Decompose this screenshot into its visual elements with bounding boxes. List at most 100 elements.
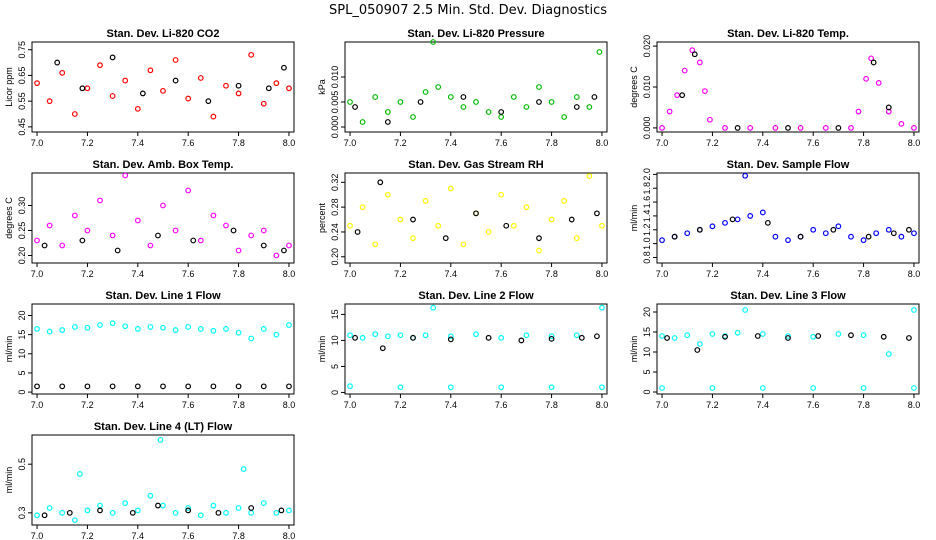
x-tick-label: 7.2: [706, 269, 719, 279]
data-point: [485, 229, 492, 235]
x-tick-label: 7.0: [656, 269, 669, 279]
data-point: [359, 204, 366, 211]
data-point: [911, 230, 917, 237]
data-point: [855, 108, 862, 115]
data-point: [596, 49, 603, 55]
data-point: [578, 334, 585, 341]
data-point: [109, 509, 116, 516]
data-point: [410, 235, 416, 242]
series-0: [34, 51, 292, 120]
series-0: [34, 436, 292, 524]
data-point: [260, 227, 267, 234]
y-tick-label: 1.2: [642, 224, 652, 237]
data-point: [109, 54, 116, 61]
data-point: [599, 304, 605, 311]
data-point: [197, 325, 204, 332]
data-point: [210, 212, 217, 219]
data-point: [810, 333, 817, 340]
x-tick-label: 7.0: [344, 400, 357, 410]
data-point: [772, 233, 779, 240]
data-point: [34, 237, 40, 244]
data-point: [46, 328, 53, 335]
y-tick-label: 0.000: [330, 116, 340, 139]
data-point: [548, 99, 555, 105]
data-point: [235, 247, 242, 254]
data-point: [671, 335, 678, 341]
plot-frame: [31, 434, 295, 526]
data-point: [122, 172, 129, 179]
data-point: [172, 327, 179, 333]
data-point: [422, 198, 429, 204]
data-point: [422, 89, 429, 95]
x-tick-label: 8.0: [908, 269, 921, 279]
data-point: [46, 98, 53, 105]
data-point: [172, 57, 179, 63]
data-point: [594, 210, 600, 217]
y-tick-label: 0.010: [642, 76, 652, 99]
data-point: [248, 335, 255, 342]
x-tick-label: 7.0: [344, 269, 357, 279]
data-point: [185, 505, 192, 511]
data-point: [659, 385, 665, 391]
data-point: [460, 104, 467, 110]
x-tick-label: 7.4: [445, 269, 458, 279]
data-point: [684, 332, 691, 339]
data-point: [848, 332, 854, 339]
x-tick-label: 8.0: [596, 400, 609, 410]
y-tick-label: 0.5: [17, 458, 27, 471]
data-point: [671, 233, 678, 240]
x-tick-label: 7.8: [232, 400, 245, 410]
data-point: [666, 108, 673, 115]
data-point: [281, 64, 287, 71]
data-point: [911, 385, 917, 391]
data-point: [157, 436, 164, 443]
x-tick-label: 7.6: [495, 269, 508, 279]
data-point: [46, 505, 53, 511]
data-point: [860, 332, 867, 339]
panel-title: Stan. Dev. Gas Stream RH: [408, 159, 544, 171]
data-point: [594, 333, 600, 340]
data-point: [79, 237, 86, 244]
data-point: [797, 233, 804, 240]
x-tick-label: 7.0: [31, 269, 44, 279]
data-point: [397, 332, 404, 339]
data-point: [696, 59, 703, 66]
data-point: [689, 47, 696, 54]
data-point: [235, 505, 242, 511]
data-point: [97, 197, 103, 204]
plot-frame: [31, 303, 295, 395]
data-point: [764, 219, 771, 226]
x-tick-label: 7.2: [394, 138, 407, 148]
x-tick-label: 8.0: [283, 531, 296, 540]
x-tick-label: 8.0: [283, 138, 296, 148]
data-point: [185, 95, 192, 102]
data-point: [691, 51, 698, 58]
data-point: [190, 237, 197, 244]
data-point: [197, 512, 204, 519]
data-point: [97, 62, 103, 69]
y-tick-label: 10: [330, 335, 340, 345]
plot-frame: [656, 303, 920, 395]
data-point: [109, 383, 116, 390]
data-point: [734, 329, 741, 336]
data-point: [134, 325, 141, 332]
series-1: [354, 179, 600, 242]
x-tick-label: 7.8: [857, 269, 870, 279]
data-point: [586, 104, 593, 110]
data-point: [759, 385, 766, 391]
plot-frame: [344, 303, 608, 395]
data-point: [518, 337, 525, 344]
data-point: [397, 384, 404, 391]
data-point: [591, 94, 598, 100]
data-point: [59, 327, 66, 333]
data-point: [384, 333, 391, 340]
data-point: [109, 320, 116, 327]
x-tick-label: 7.6: [807, 400, 820, 410]
data-point: [911, 307, 917, 313]
x-tick-label: 7.0: [656, 400, 669, 410]
data-point: [694, 347, 701, 353]
data-point: [797, 125, 804, 131]
data-point: [273, 252, 280, 259]
x-tick-label: 7.6: [807, 138, 820, 148]
